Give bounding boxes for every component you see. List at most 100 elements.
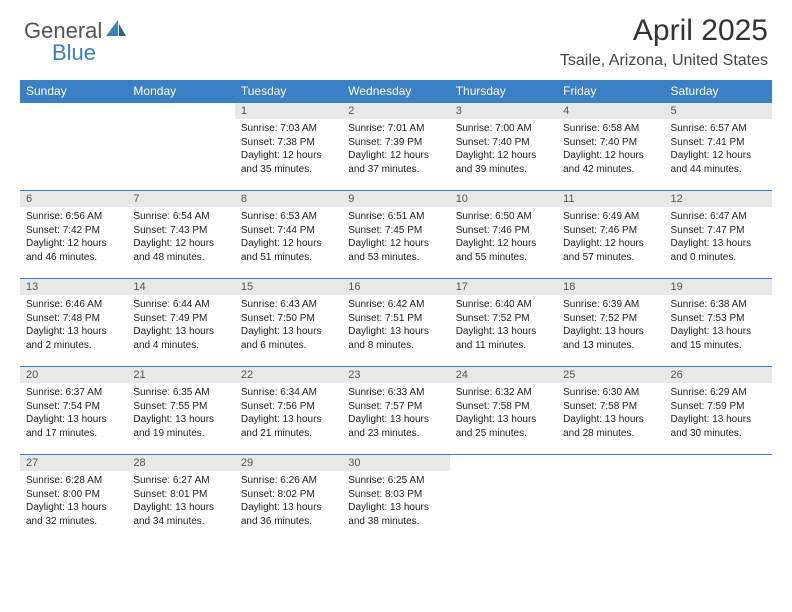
dayheader-wednesday: Wednesday — [342, 80, 449, 103]
dayheader-thursday: Thursday — [450, 80, 557, 103]
calendar-day-cell: 28Sunrise: 6:27 AMSunset: 8:01 PMDayligh… — [127, 455, 234, 543]
dayheader-friday: Friday — [557, 80, 664, 103]
calendar-day-cell — [557, 455, 664, 543]
day-content: Sunrise: 6:32 AMSunset: 7:58 PMDaylight:… — [450, 383, 557, 444]
day-content: Sunrise: 6:28 AMSunset: 8:00 PMDaylight:… — [20, 471, 127, 532]
day-content: Sunrise: 6:38 AMSunset: 7:53 PMDaylight:… — [665, 295, 772, 356]
day-content: Sunrise: 6:35 AMSunset: 7:55 PMDaylight:… — [127, 383, 234, 444]
day-content: Sunrise: 6:54 AMSunset: 7:43 PMDaylight:… — [127, 207, 234, 268]
page-subtitle: Tsaile, Arizona, United States — [560, 52, 768, 70]
calendar-day-cell: 12Sunrise: 6:47 AMSunset: 7:47 PMDayligh… — [665, 191, 772, 279]
calendar-day-cell: 11Sunrise: 6:49 AMSunset: 7:46 PMDayligh… — [557, 191, 664, 279]
day-number: 21 — [127, 367, 234, 383]
day-content: Sunrise: 6:42 AMSunset: 7:51 PMDaylight:… — [342, 295, 449, 356]
calendar-day-cell: 8Sunrise: 6:53 AMSunset: 7:44 PMDaylight… — [235, 191, 342, 279]
day-number: 19 — [665, 279, 772, 295]
calendar-day-cell: 2Sunrise: 7:01 AMSunset: 7:39 PMDaylight… — [342, 103, 449, 191]
calendar-day-cell: 19Sunrise: 6:38 AMSunset: 7:53 PMDayligh… — [665, 279, 772, 367]
day-content: Sunrise: 6:40 AMSunset: 7:52 PMDaylight:… — [450, 295, 557, 356]
calendar-day-cell: 14Sunrise: 6:44 AMSunset: 7:49 PMDayligh… — [127, 279, 234, 367]
dayheader-saturday: Saturday — [665, 80, 772, 103]
calendar-day-cell — [127, 103, 234, 191]
page-title: April 2025 — [633, 14, 768, 48]
day-number: 6 — [20, 191, 127, 207]
day-content: Sunrise: 6:39 AMSunset: 7:52 PMDaylight:… — [557, 295, 664, 356]
day-content: Sunrise: 6:50 AMSunset: 7:46 PMDaylight:… — [450, 207, 557, 268]
calendar-day-cell: 7Sunrise: 6:54 AMSunset: 7:43 PMDaylight… — [127, 191, 234, 279]
day-number: 5 — [665, 103, 772, 119]
dayheader-tuesday: Tuesday — [235, 80, 342, 103]
day-number: 25 — [557, 367, 664, 383]
day-number: 24 — [450, 367, 557, 383]
calendar-day-cell: 26Sunrise: 6:29 AMSunset: 7:59 PMDayligh… — [665, 367, 772, 455]
day-content: Sunrise: 6:34 AMSunset: 7:56 PMDaylight:… — [235, 383, 342, 444]
calendar-day-cell — [450, 455, 557, 543]
calendar-day-cell: 20Sunrise: 6:37 AMSunset: 7:54 PMDayligh… — [20, 367, 127, 455]
day-number: 27 — [20, 455, 127, 471]
day-content: Sunrise: 6:57 AMSunset: 7:41 PMDaylight:… — [665, 119, 772, 180]
day-content: Sunrise: 7:01 AMSunset: 7:39 PMDaylight:… — [342, 119, 449, 180]
day-number: 16 — [342, 279, 449, 295]
calendar-week-row: 1Sunrise: 7:03 AMSunset: 7:38 PMDaylight… — [20, 103, 772, 191]
day-content: Sunrise: 6:53 AMSunset: 7:44 PMDaylight:… — [235, 207, 342, 268]
calendar-week-row: 20Sunrise: 6:37 AMSunset: 7:54 PMDayligh… — [20, 367, 772, 455]
calendar-day-cell: 10Sunrise: 6:50 AMSunset: 7:46 PMDayligh… — [450, 191, 557, 279]
calendar-day-cell: 4Sunrise: 6:58 AMSunset: 7:40 PMDaylight… — [557, 103, 664, 191]
calendar-week-row: 13Sunrise: 6:46 AMSunset: 7:48 PMDayligh… — [20, 279, 772, 367]
day-number: 3 — [450, 103, 557, 119]
day-number: 13 — [20, 279, 127, 295]
day-number: 1 — [235, 103, 342, 119]
dayheader-sunday: Sunday — [20, 80, 127, 103]
calendar-table: Sunday Monday Tuesday Wednesday Thursday… — [20, 80, 772, 543]
day-number: 17 — [450, 279, 557, 295]
day-number: 9 — [342, 191, 449, 207]
calendar-week-row: 27Sunrise: 6:28 AMSunset: 8:00 PMDayligh… — [20, 455, 772, 543]
day-number: 26 — [665, 367, 772, 383]
calendar-week-row: 6Sunrise: 6:56 AMSunset: 7:42 PMDaylight… — [20, 191, 772, 279]
day-content: Sunrise: 7:03 AMSunset: 7:38 PMDaylight:… — [235, 119, 342, 180]
calendar-day-cell — [20, 103, 127, 191]
day-number: 2 — [342, 103, 449, 119]
day-number: 8 — [235, 191, 342, 207]
dayheader-monday: Monday — [127, 80, 234, 103]
day-number: 14 — [127, 279, 234, 295]
calendar-day-cell: 9Sunrise: 6:51 AMSunset: 7:45 PMDaylight… — [342, 191, 449, 279]
calendar-day-cell: 24Sunrise: 6:32 AMSunset: 7:58 PMDayligh… — [450, 367, 557, 455]
calendar-day-cell: 1Sunrise: 7:03 AMSunset: 7:38 PMDaylight… — [235, 103, 342, 191]
calendar-day-cell: 23Sunrise: 6:33 AMSunset: 7:57 PMDayligh… — [342, 367, 449, 455]
calendar-body: 1Sunrise: 7:03 AMSunset: 7:38 PMDaylight… — [20, 103, 772, 543]
day-content: Sunrise: 6:49 AMSunset: 7:46 PMDaylight:… — [557, 207, 664, 268]
day-number: 20 — [20, 367, 127, 383]
day-number: 7 — [127, 191, 234, 207]
day-number: 23 — [342, 367, 449, 383]
calendar-day-cell: 15Sunrise: 6:43 AMSunset: 7:50 PMDayligh… — [235, 279, 342, 367]
day-content: Sunrise: 6:46 AMSunset: 7:48 PMDaylight:… — [20, 295, 127, 356]
day-number: 30 — [342, 455, 449, 471]
day-content: Sunrise: 6:29 AMSunset: 7:59 PMDaylight:… — [665, 383, 772, 444]
calendar-day-cell: 30Sunrise: 6:25 AMSunset: 8:03 PMDayligh… — [342, 455, 449, 543]
day-content: Sunrise: 7:00 AMSunset: 7:40 PMDaylight:… — [450, 119, 557, 180]
day-number: 28 — [127, 455, 234, 471]
day-content: Sunrise: 6:51 AMSunset: 7:45 PMDaylight:… — [342, 207, 449, 268]
day-content: Sunrise: 6:26 AMSunset: 8:02 PMDaylight:… — [235, 471, 342, 532]
calendar-day-cell: 3Sunrise: 7:00 AMSunset: 7:40 PMDaylight… — [450, 103, 557, 191]
calendar-day-cell — [665, 455, 772, 543]
day-content: Sunrise: 6:27 AMSunset: 8:01 PMDaylight:… — [127, 471, 234, 532]
calendar-day-cell: 27Sunrise: 6:28 AMSunset: 8:00 PMDayligh… — [20, 455, 127, 543]
day-content: Sunrise: 6:44 AMSunset: 7:49 PMDaylight:… — [127, 295, 234, 356]
day-number: 15 — [235, 279, 342, 295]
calendar-day-cell: 13Sunrise: 6:46 AMSunset: 7:48 PMDayligh… — [20, 279, 127, 367]
day-number: 10 — [450, 191, 557, 207]
day-content: Sunrise: 6:43 AMSunset: 7:50 PMDaylight:… — [235, 295, 342, 356]
calendar-day-cell: 22Sunrise: 6:34 AMSunset: 7:56 PMDayligh… — [235, 367, 342, 455]
day-content: Sunrise: 6:56 AMSunset: 7:42 PMDaylight:… — [20, 207, 127, 268]
logo-sail-icon — [106, 20, 128, 43]
calendar-day-cell: 25Sunrise: 6:30 AMSunset: 7:58 PMDayligh… — [557, 367, 664, 455]
day-content: Sunrise: 6:30 AMSunset: 7:58 PMDaylight:… — [557, 383, 664, 444]
day-number: 12 — [665, 191, 772, 207]
calendar-day-cell: 5Sunrise: 6:57 AMSunset: 7:41 PMDaylight… — [665, 103, 772, 191]
day-number: 18 — [557, 279, 664, 295]
day-number: 11 — [557, 191, 664, 207]
day-content: Sunrise: 6:37 AMSunset: 7:54 PMDaylight:… — [20, 383, 127, 444]
day-content: Sunrise: 6:25 AMSunset: 8:03 PMDaylight:… — [342, 471, 449, 532]
